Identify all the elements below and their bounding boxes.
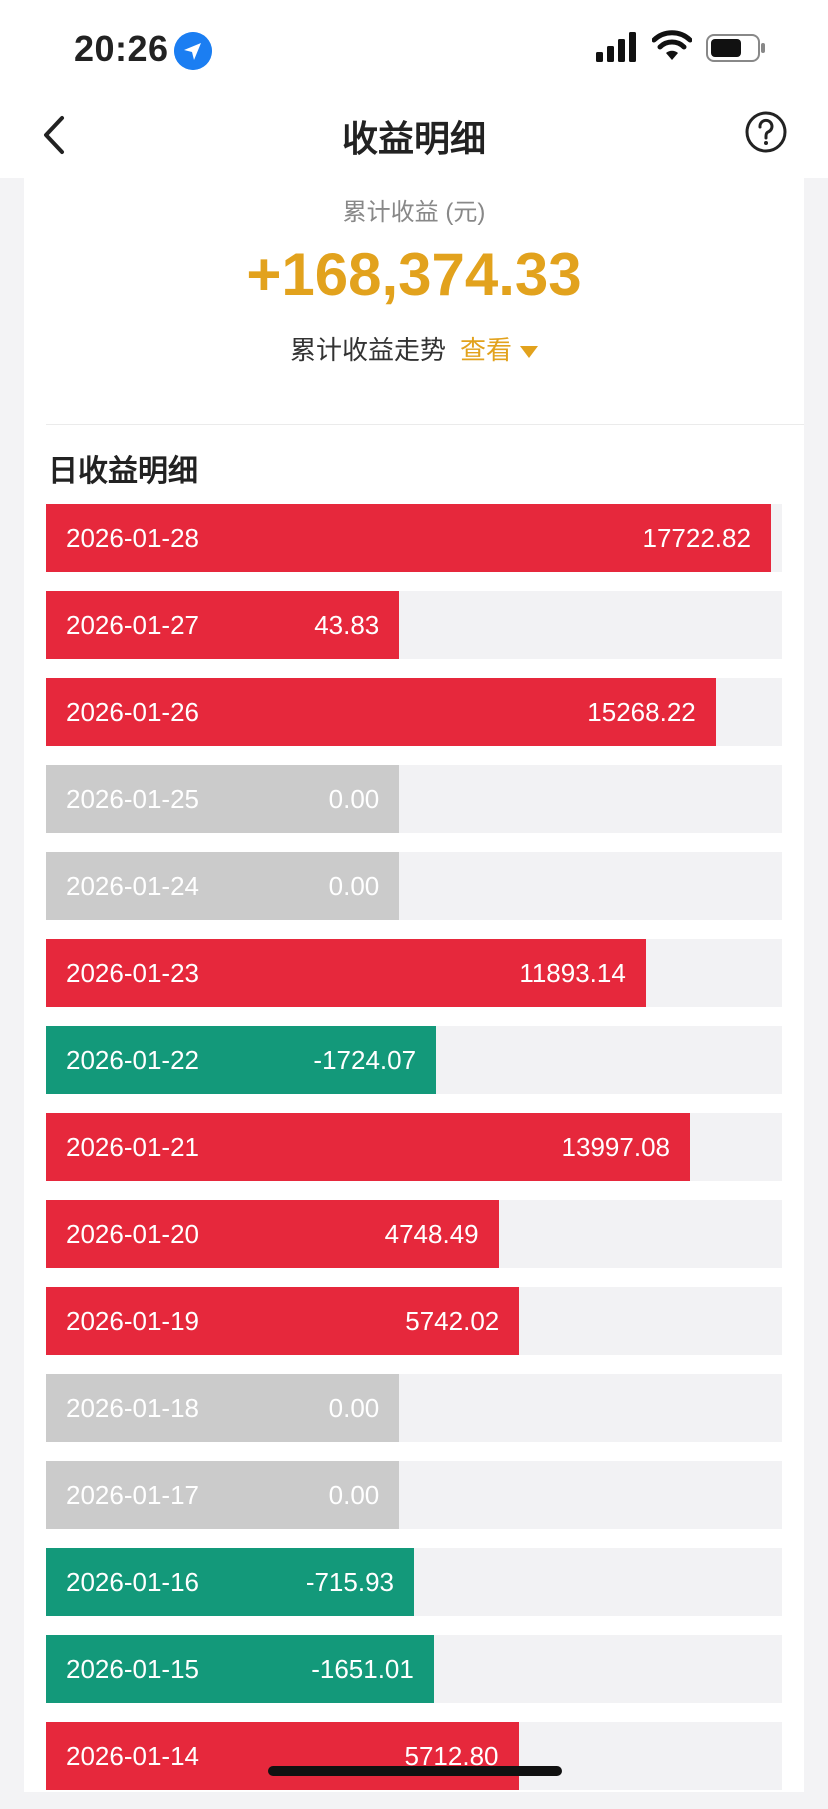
status-bar: 20:26 [0, 0, 828, 88]
trend-view-label: 查看 [460, 335, 513, 365]
daily-bar: 2026-01-27 43.83 [46, 591, 400, 659]
daily-date: 2026-01-24 [66, 871, 199, 901]
daily-bar: 2026-01-25 0.00 [46, 765, 400, 833]
status-time: 20:26 [74, 28, 169, 69]
daily-value: 5742.02 [405, 1306, 500, 1336]
battery-icon [706, 34, 765, 62]
trend-label: 累计收益走势 [289, 335, 446, 365]
daily-date: 2026-01-26 [66, 697, 199, 727]
daily-date: 2026-01-23 [66, 958, 199, 988]
daily-row[interactable]: 2026-01-19 5742.02 [46, 1287, 782, 1355]
location-arrow-icon [174, 32, 212, 70]
trend-view-link[interactable]: 查看 [460, 335, 539, 365]
back-chevron-icon[interactable] [36, 112, 76, 158]
daily-row[interactable]: 2026-01-15 -1651.01 [46, 1635, 782, 1703]
daily-value: -715.93 [305, 1567, 394, 1597]
daily-row[interactable]: 2026-01-23 11893.14 [46, 939, 782, 1007]
daily-bar: 2026-01-23 11893.14 [46, 939, 646, 1007]
daily-date: 2026-01-19 [66, 1306, 199, 1336]
daily-date: 2026-01-17 [66, 1480, 199, 1510]
daily-value: 17722.82 [642, 523, 751, 553]
daily-date: 2026-01-25 [66, 784, 199, 814]
daily-date: 2026-01-28 [66, 523, 199, 553]
daily-bar: 2026-01-28 17722.82 [46, 504, 771, 572]
daily-date: 2026-01-20 [66, 1219, 199, 1249]
daily-bar: 2026-01-19 5742.02 [46, 1287, 520, 1355]
daily-value: 0.00 [328, 1480, 380, 1510]
daily-bar: 2026-01-26 15268.22 [46, 678, 716, 746]
earnings-card: 累计收益 (元) +168,374.33 累计收益走势 查看 日收益明细 2026… [24, 178, 804, 1792]
daily-date: 2026-01-16 [66, 1567, 199, 1597]
daily-value: 15268.22 [587, 697, 696, 727]
daily-value: -1651.01 [311, 1654, 414, 1684]
total-earnings-label: 累计收益 (元) [342, 199, 486, 226]
daily-bar: 2026-01-20 4748.49 [46, 1200, 499, 1268]
daily-date: 2026-01-22 [66, 1045, 199, 1075]
trend-row: 累计收益走势 查看 [24, 330, 804, 367]
daily-row[interactable]: 2026-01-20 4748.49 [46, 1200, 782, 1268]
daily-value: 0.00 [328, 1393, 380, 1423]
daily-value: -1724.07 [313, 1045, 417, 1075]
daily-row[interactable]: 2026-01-22 -1724.07 [46, 1026, 782, 1094]
daily-value: 43.83 [314, 610, 380, 640]
page-title: 收益明细 [341, 118, 486, 159]
daily-bar: 2026-01-22 -1724.07 [46, 1026, 437, 1094]
daily-bar: 2026-01-24 0.00 [46, 852, 400, 920]
nav-bar: 收益明细 [0, 88, 828, 178]
wifi-icon [652, 30, 692, 60]
divider [46, 424, 804, 425]
daily-row[interactable]: 2026-01-16 -715.93 [46, 1548, 782, 1616]
daily-bar: 2026-01-15 -1651.01 [46, 1635, 434, 1703]
daily-row[interactable]: 2026-01-25 0.00 [46, 765, 782, 833]
daily-row[interactable]: 2026-01-17 0.00 [46, 1461, 782, 1529]
daily-bar: 2026-01-21 13997.08 [46, 1113, 690, 1181]
daily-date: 2026-01-21 [66, 1132, 199, 1162]
daily-date: 2026-01-15 [66, 1654, 199, 1684]
daily-value: 5712.80 [404, 1741, 499, 1771]
total-earnings-value: +168,374.33 [246, 241, 582, 308]
daily-bar: 2026-01-18 0.00 [46, 1374, 400, 1442]
daily-row[interactable]: 2026-01-18 0.00 [46, 1374, 782, 1442]
daily-bar: 2026-01-16 -715.93 [46, 1548, 414, 1616]
daily-bar: 2026-01-14 5712.80 [46, 1722, 519, 1790]
daily-value: 11893.14 [519, 958, 626, 988]
caret-down-icon [520, 346, 539, 359]
daily-value: 0.00 [328, 871, 380, 901]
daily-row[interactable]: 2026-01-27 43.83 [46, 591, 782, 659]
home-indicator [268, 1766, 562, 1776]
daily-bar: 2026-01-17 0.00 [46, 1461, 400, 1529]
daily-date: 2026-01-18 [66, 1393, 199, 1423]
help-icon[interactable] [744, 110, 788, 154]
daily-date: 2026-01-27 [66, 610, 199, 640]
daily-row[interactable]: 2026-01-28 17722.82 [46, 504, 782, 572]
signal-icon [596, 32, 636, 62]
daily-row[interactable]: 2026-01-21 13997.08 [46, 1113, 782, 1181]
daily-earnings-list: 2026-01-28 17722.82 2026-01-27 43.83 2026-01… [46, 504, 782, 1809]
daily-row[interactable]: 2026-01-14 5712.80 [46, 1722, 782, 1790]
daily-earnings-title: 日收益明细 [48, 455, 198, 488]
daily-value: 0.00 [328, 784, 380, 814]
daily-row[interactable]: 2026-01-24 0.00 [46, 852, 782, 920]
daily-date: 2026-01-14 [66, 1741, 199, 1771]
daily-value: 13997.08 [561, 1132, 670, 1162]
daily-row[interactable]: 2026-01-26 15268.22 [46, 678, 782, 746]
daily-value: 4748.49 [384, 1219, 479, 1249]
